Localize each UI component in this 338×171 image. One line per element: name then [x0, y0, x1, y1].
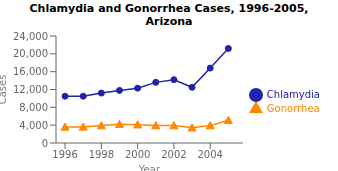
svg-text:8,000: 8,000: [19, 102, 48, 113]
html-text:Gonorrhea: Gonorrhea: [266, 102, 320, 114]
svg-text:4,000: 4,000: [19, 120, 48, 131]
svg-text:0: 0: [42, 138, 48, 149]
svg-text:12,000: 12,000: [13, 84, 48, 95]
svg-text:Year: Year: [138, 164, 161, 171]
svg-text:16,000: 16,000: [13, 66, 48, 77]
html-text:Arizona: Arizona: [145, 15, 193, 28]
svg-text:1998: 1998: [89, 149, 114, 160]
svg-text:2000: 2000: [125, 149, 150, 160]
svg-text:20,000: 20,000: [13, 48, 48, 59]
svg-text:2002: 2002: [161, 149, 186, 160]
svg-text:24,000: 24,000: [13, 31, 48, 42]
html-text:Chlamydia: Chlamydia: [266, 88, 320, 100]
html-text:Chlamydia and Gonorrhea Cases,: Chlamydia and Gonorrhea Cases, 1996-2005…: [29, 2, 309, 15]
svg-text:1996: 1996: [52, 149, 77, 160]
svg-text:2004: 2004: [197, 149, 222, 160]
